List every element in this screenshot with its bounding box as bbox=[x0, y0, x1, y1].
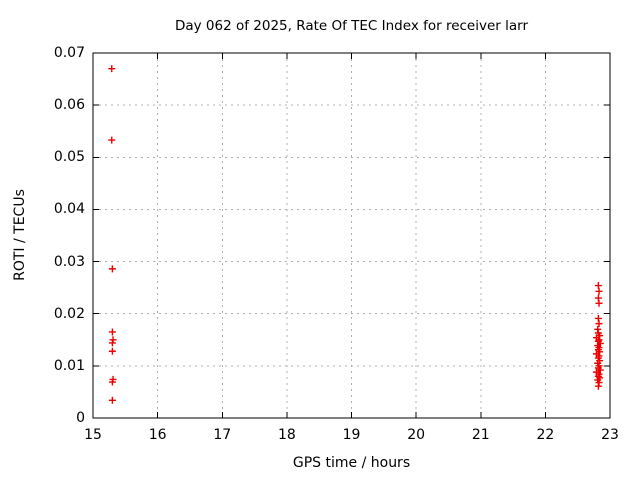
y-tick-label: 0.04 bbox=[53, 201, 85, 218]
x-tick-label: 20 bbox=[407, 427, 426, 443]
x-tick-label: 22 bbox=[536, 427, 555, 443]
x-tick-label: 16 bbox=[148, 427, 167, 443]
gridlines bbox=[93, 53, 610, 418]
x-tick-label: 19 bbox=[342, 427, 361, 443]
x-tick-label: 15 bbox=[84, 427, 102, 443]
chart-title: Day 062 of 2025, Rate Of TEC Index for r… bbox=[174, 18, 529, 34]
x-tick-label: 21 bbox=[471, 427, 490, 443]
y-tick-label: 0.06 bbox=[53, 97, 85, 114]
y-tick-label: 0.01 bbox=[53, 357, 85, 374]
plot-border bbox=[92, 52, 611, 419]
y-tick-label: 0.02 bbox=[53, 305, 85, 322]
y-tick-label: 0.07 bbox=[53, 45, 85, 61]
x-tick-label: 17 bbox=[213, 427, 232, 443]
y-tick-label: 0.05 bbox=[53, 149, 85, 166]
x-tick-label: 18 bbox=[277, 427, 296, 443]
x-axis-label: GPS time / hours bbox=[292, 455, 411, 471]
y-tick-label: 0 bbox=[76, 410, 85, 426]
scatter-points-roti bbox=[108, 65, 604, 404]
y-tick-label: 0.03 bbox=[53, 253, 85, 270]
x-tick-label: 23 bbox=[601, 427, 619, 443]
